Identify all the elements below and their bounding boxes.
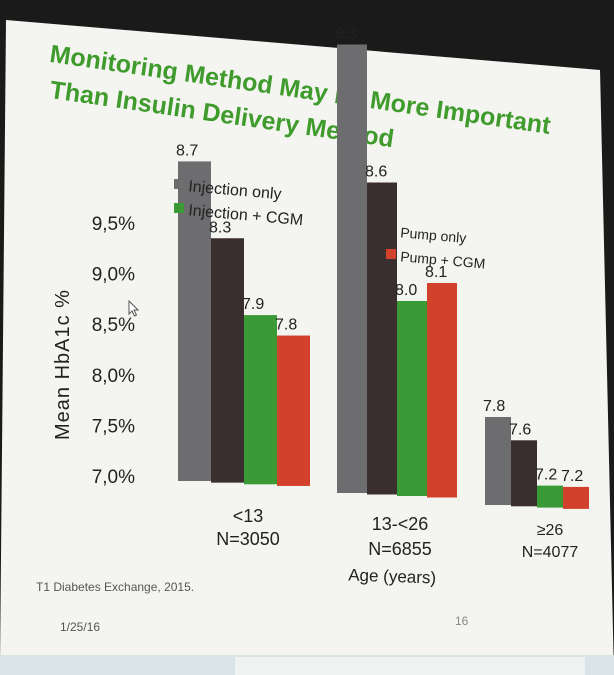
y-tick-label: 8,5% bbox=[92, 315, 135, 336]
data-label: 7.6 bbox=[509, 421, 531, 438]
bottom-strip bbox=[0, 655, 614, 675]
bar bbox=[397, 301, 427, 496]
bar bbox=[211, 238, 244, 483]
slide-date: 1/25/16 bbox=[60, 620, 101, 634]
y-tick-label: 7,0% bbox=[92, 467, 135, 488]
data-label: 8.1 bbox=[425, 264, 447, 281]
data-label: 8.0 bbox=[395, 282, 417, 299]
mouse-pointer-icon bbox=[128, 300, 140, 317]
legend-swatch bbox=[174, 179, 184, 189]
bar bbox=[244, 315, 277, 485]
data-label: 7.8 bbox=[275, 317, 297, 334]
bar bbox=[511, 440, 537, 507]
category-label: 13-<26 bbox=[372, 514, 429, 534]
legend-label: Pump + CGM bbox=[400, 248, 486, 271]
bar bbox=[277, 335, 310, 486]
slide-number: 16 bbox=[455, 614, 469, 628]
data-label: 8.3 bbox=[209, 219, 231, 236]
category-label: <13 bbox=[233, 506, 264, 526]
legend-label: Pump only bbox=[400, 224, 467, 246]
legend-swatch bbox=[174, 203, 184, 213]
data-labels: 8.78.37.97.89.38.68.08.17.87.67.2 7.2 bbox=[176, 26, 583, 485]
bar bbox=[537, 485, 563, 508]
data-label: 9.3 bbox=[335, 26, 357, 43]
y-tick-label: 7,5% bbox=[92, 416, 135, 437]
data-label: 8.7 bbox=[176, 142, 198, 159]
data-label: 7.2 bbox=[561, 468, 583, 485]
bar bbox=[337, 44, 367, 493]
x-axis-categories: <13 N=3050 13-<26 N=6855 ≥26 N=4077 bbox=[216, 506, 578, 561]
x-axis-label: Age (years) bbox=[348, 565, 436, 587]
category-n-label: N=6855 bbox=[368, 539, 432, 559]
y-tick-label: 8,0% bbox=[92, 366, 135, 387]
category-label: ≥26 bbox=[537, 522, 564, 539]
legend-swatch bbox=[386, 225, 396, 235]
y-tick-label: 9,0% bbox=[92, 265, 135, 286]
data-label: 8.6 bbox=[365, 164, 387, 181]
data-label: 7.9 bbox=[242, 296, 264, 313]
bar bbox=[563, 486, 589, 509]
legend-swatch bbox=[386, 249, 396, 259]
bar bbox=[427, 283, 457, 498]
y-axis-ticks: 9,5% 9,0% 8,5% 8,0% 7,5% 7,0% bbox=[92, 214, 135, 488]
bar-group bbox=[178, 44, 589, 509]
bar bbox=[178, 161, 211, 481]
data-label: 7.8 bbox=[483, 398, 505, 415]
bar bbox=[485, 417, 511, 505]
data-label: 7.2 bbox=[535, 467, 557, 484]
y-axis-label: Mean HbA1c % bbox=[52, 289, 74, 440]
y-tick-label: 9,5% bbox=[92, 214, 135, 235]
category-n-label: N=4077 bbox=[522, 544, 579, 561]
source-note: T1 Diabetes Exchange, 2015. bbox=[36, 580, 195, 594]
category-n-label: N=3050 bbox=[216, 529, 280, 549]
